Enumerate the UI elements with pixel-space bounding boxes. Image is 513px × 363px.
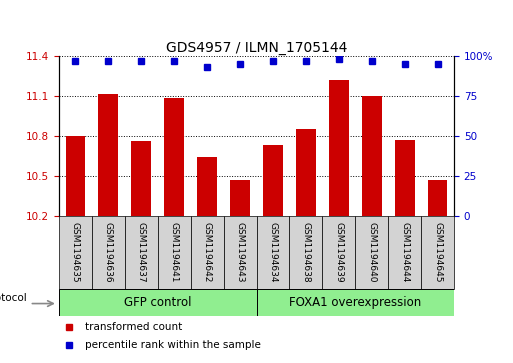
Bar: [329, 80, 349, 216]
Bar: [428, 180, 447, 216]
Bar: [421, 216, 454, 289]
Bar: [296, 130, 315, 216]
Title: GDS4957 / ILMN_1705144: GDS4957 / ILMN_1705144: [166, 41, 347, 55]
Text: GSM1194634: GSM1194634: [268, 222, 278, 282]
Bar: [289, 216, 322, 289]
Bar: [125, 216, 158, 289]
Bar: [224, 216, 256, 289]
Bar: [388, 216, 421, 289]
Text: GSM1194636: GSM1194636: [104, 222, 113, 283]
Text: GSM1194645: GSM1194645: [433, 222, 442, 282]
Text: protocol: protocol: [0, 293, 27, 303]
Text: GFP control: GFP control: [124, 296, 191, 309]
Text: GSM1194637: GSM1194637: [137, 222, 146, 283]
Bar: [362, 96, 382, 216]
Text: GSM1194640: GSM1194640: [367, 222, 376, 282]
Text: FOXA1 overexpression: FOXA1 overexpression: [289, 296, 421, 309]
Bar: [66, 136, 85, 216]
Text: GSM1194642: GSM1194642: [203, 222, 212, 282]
Bar: [322, 216, 355, 289]
Text: GSM1194641: GSM1194641: [170, 222, 179, 282]
Bar: [158, 216, 191, 289]
Bar: [256, 289, 454, 316]
Bar: [164, 98, 184, 216]
Bar: [230, 180, 250, 216]
Bar: [256, 216, 289, 289]
Text: GSM1194644: GSM1194644: [400, 222, 409, 282]
Text: percentile rank within the sample: percentile rank within the sample: [85, 339, 261, 350]
Bar: [59, 289, 256, 316]
Bar: [98, 94, 118, 216]
Bar: [197, 158, 217, 216]
Bar: [263, 146, 283, 216]
Bar: [355, 216, 388, 289]
Text: GSM1194638: GSM1194638: [301, 222, 310, 283]
Bar: [131, 142, 151, 216]
Bar: [191, 216, 224, 289]
Text: GSM1194635: GSM1194635: [71, 222, 80, 283]
Bar: [92, 216, 125, 289]
Bar: [394, 140, 415, 216]
Text: GSM1194643: GSM1194643: [235, 222, 245, 282]
Text: GSM1194639: GSM1194639: [334, 222, 343, 283]
Text: transformed count: transformed count: [85, 322, 182, 332]
Bar: [59, 216, 92, 289]
